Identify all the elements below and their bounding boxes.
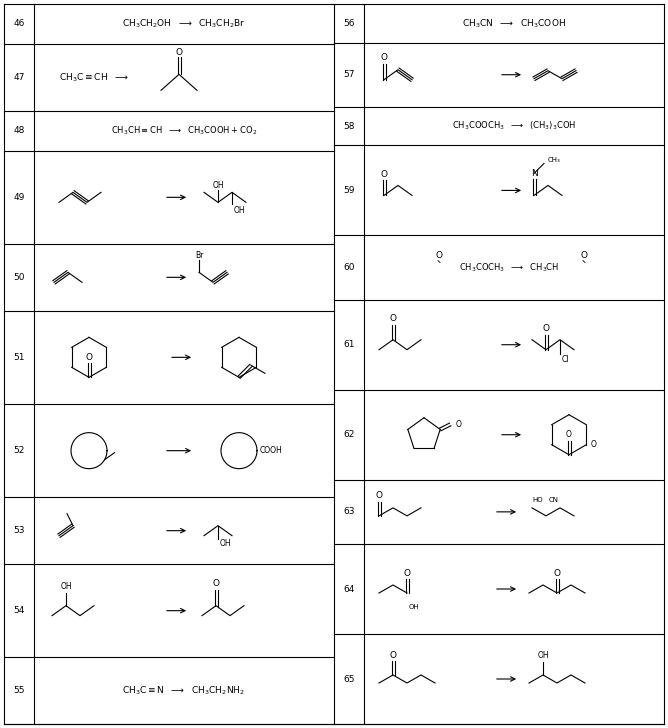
Text: O: O xyxy=(375,491,383,500)
Text: CH₃: CH₃ xyxy=(548,157,560,163)
Text: COOH: COOH xyxy=(260,446,283,455)
Text: 52: 52 xyxy=(13,446,25,455)
Text: CN: CN xyxy=(549,496,559,503)
Text: O: O xyxy=(389,651,397,660)
Text: OH: OH xyxy=(212,181,224,190)
Text: 62: 62 xyxy=(343,430,355,439)
Text: 58: 58 xyxy=(343,122,355,130)
Text: O: O xyxy=(554,569,560,577)
Text: 64: 64 xyxy=(343,585,355,593)
Text: 50: 50 xyxy=(13,273,25,282)
Text: $\mathregular{CH_3COOCH_3}$  $\longrightarrow$  $\mathregular{(CH_3)_3COH}$: $\mathregular{CH_3COOCH_3}$ $\longrighta… xyxy=(452,120,576,132)
Text: 49: 49 xyxy=(13,193,25,202)
Text: Cl: Cl xyxy=(562,355,570,364)
Text: $\mathregular{CH_3COCH_3}$  $\longrightarrow$  $\mathregular{CH_3CH}$: $\mathregular{CH_3COCH_3}$ $\longrightar… xyxy=(459,261,559,274)
Text: $\mathregular{CH_3C{\equiv}N}$  $\longrightarrow$  $\mathregular{CH_3CH_2NH_2}$: $\mathregular{CH_3C{\equiv}N}$ $\longrig… xyxy=(122,684,246,697)
Text: 56: 56 xyxy=(343,19,355,28)
Text: 57: 57 xyxy=(343,70,355,79)
Text: 54: 54 xyxy=(13,606,25,615)
Text: $\mathregular{CH_3CN}$  $\longrightarrow$  $\mathregular{CH_3COOH}$: $\mathregular{CH_3CN}$ $\longrightarrow$… xyxy=(462,17,566,30)
Text: OH: OH xyxy=(60,582,72,591)
Text: OH: OH xyxy=(220,539,232,548)
Text: $\mathregular{CH_3CH_2OH}$  $\longrightarrow$  $\mathregular{CH_3CH_2Br}$: $\mathregular{CH_3CH_2OH}$ $\longrightar… xyxy=(122,17,246,31)
Text: 65: 65 xyxy=(343,675,355,684)
Text: Br: Br xyxy=(195,251,203,260)
Text: OH: OH xyxy=(409,604,420,610)
Text: N: N xyxy=(530,169,537,178)
Text: O: O xyxy=(403,569,411,577)
Text: 60: 60 xyxy=(343,263,355,272)
Text: O: O xyxy=(381,53,387,62)
Text: O: O xyxy=(212,579,220,588)
Text: O: O xyxy=(566,430,572,439)
Text: O: O xyxy=(542,324,550,333)
Text: O: O xyxy=(455,420,461,429)
Text: O: O xyxy=(436,251,442,260)
Text: $\mathregular{CH_3C{\equiv}CH}$  $\longrightarrow$: $\mathregular{CH_3C{\equiv}CH}$ $\longri… xyxy=(59,71,129,84)
Text: O: O xyxy=(580,251,587,260)
Text: 51: 51 xyxy=(13,353,25,362)
Text: 47: 47 xyxy=(13,73,25,82)
Text: 55: 55 xyxy=(13,687,25,695)
Text: O: O xyxy=(381,170,387,179)
Text: O: O xyxy=(86,353,92,362)
Text: $\mathregular{CH_3CH{\equiv}CH}$  $\longrightarrow$  $\mathregular{CH_3COOH + CO: $\mathregular{CH_3CH{\equiv}CH}$ $\longr… xyxy=(111,124,257,137)
Text: O: O xyxy=(176,48,182,57)
Text: 53: 53 xyxy=(13,526,25,535)
Text: HO: HO xyxy=(532,496,543,503)
Text: OH: OH xyxy=(234,206,246,215)
Text: 48: 48 xyxy=(13,126,25,135)
Text: O: O xyxy=(389,314,397,323)
Text: O: O xyxy=(591,440,597,449)
Text: 59: 59 xyxy=(343,186,355,195)
Text: 46: 46 xyxy=(13,20,25,28)
Text: OH: OH xyxy=(537,652,549,660)
Text: 61: 61 xyxy=(343,340,355,349)
Text: 63: 63 xyxy=(343,507,355,516)
